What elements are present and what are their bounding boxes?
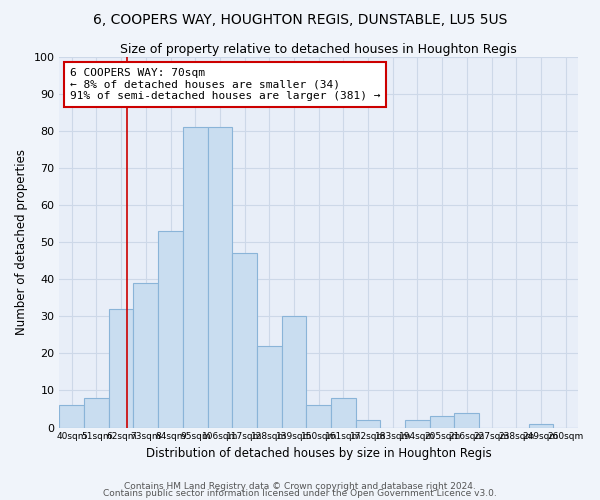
Bar	[109, 309, 133, 428]
Bar	[183, 127, 208, 428]
Bar	[454, 412, 479, 428]
Bar	[356, 420, 380, 428]
Bar	[232, 254, 257, 428]
Bar	[257, 346, 281, 428]
Text: Contains HM Land Registry data © Crown copyright and database right 2024.: Contains HM Land Registry data © Crown c…	[124, 482, 476, 491]
Text: Contains public sector information licensed under the Open Government Licence v3: Contains public sector information licen…	[103, 489, 497, 498]
Bar	[529, 424, 553, 428]
Bar	[84, 398, 109, 428]
Text: 6, COOPERS WAY, HOUGHTON REGIS, DUNSTABLE, LU5 5US: 6, COOPERS WAY, HOUGHTON REGIS, DUNSTABL…	[93, 12, 507, 26]
Bar	[405, 420, 430, 428]
X-axis label: Distribution of detached houses by size in Houghton Regis: Distribution of detached houses by size …	[146, 447, 491, 460]
Title: Size of property relative to detached houses in Houghton Regis: Size of property relative to detached ho…	[121, 42, 517, 56]
Text: 6 COOPERS WAY: 70sqm
← 8% of detached houses are smaller (34)
91% of semi-detach: 6 COOPERS WAY: 70sqm ← 8% of detached ho…	[70, 68, 380, 101]
Bar	[331, 398, 356, 428]
Bar	[281, 316, 307, 428]
Y-axis label: Number of detached properties: Number of detached properties	[15, 149, 28, 335]
Bar	[158, 231, 183, 428]
Bar	[59, 406, 84, 427]
Bar	[133, 283, 158, 428]
Bar	[430, 416, 454, 428]
Bar	[208, 127, 232, 428]
Bar	[307, 406, 331, 427]
